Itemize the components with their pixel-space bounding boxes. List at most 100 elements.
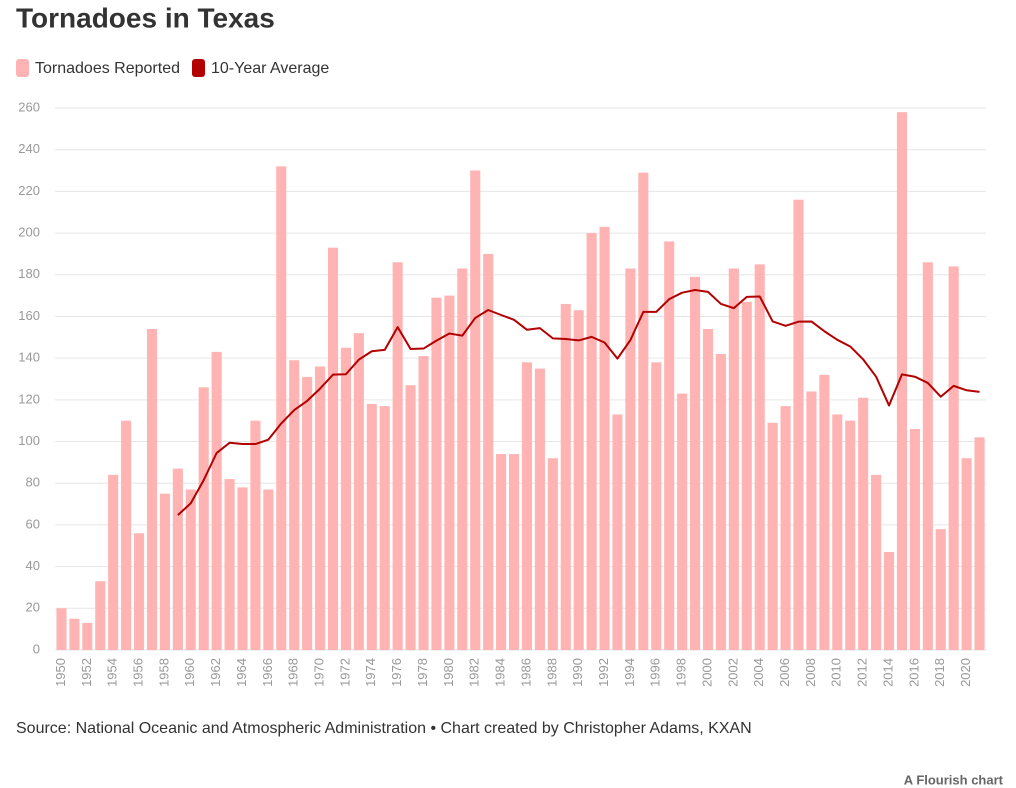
- bar: [961, 458, 972, 650]
- bar: [121, 420, 132, 650]
- x-tick-label: 1952: [79, 658, 94, 687]
- bar: [159, 493, 170, 650]
- bar: [483, 253, 494, 650]
- x-tick-label: 1982: [467, 658, 482, 687]
- bar: [250, 420, 261, 650]
- bar: [418, 356, 429, 650]
- bar: [922, 262, 933, 650]
- bar: [806, 391, 817, 650]
- x-tick-label: 1986: [518, 658, 533, 687]
- bar: [134, 533, 145, 650]
- y-tick-label: 140: [18, 350, 40, 365]
- bar: [651, 362, 662, 650]
- bar: [172, 468, 183, 650]
- bar: [198, 387, 209, 650]
- bar: [56, 608, 67, 650]
- bar: [935, 529, 946, 650]
- x-tick-label: 1988: [544, 658, 559, 687]
- y-tick-label: 0: [33, 641, 40, 656]
- x-tick-label: 1950: [53, 658, 68, 687]
- x-tick-label: 1954: [105, 658, 120, 687]
- bar: [431, 297, 442, 650]
- bar: [69, 618, 80, 650]
- bar: [185, 489, 196, 650]
- y-tick-label: 160: [18, 308, 40, 323]
- bar: [211, 351, 222, 650]
- bar: [677, 393, 688, 650]
- x-tick-label: 2004: [751, 658, 766, 687]
- x-tick-label: 2000: [699, 658, 714, 687]
- bar: [871, 474, 882, 650]
- bar: [521, 362, 533, 650]
- x-tick-label: 2014: [880, 658, 895, 687]
- bar: [909, 429, 920, 650]
- x-tick-label: 2002: [725, 658, 740, 687]
- bar: [534, 368, 545, 650]
- bar: [858, 397, 869, 650]
- y-tick-label: 120: [18, 391, 40, 406]
- bar: [146, 328, 158, 650]
- x-tick-label: 2010: [829, 658, 844, 687]
- x-tick-label: 2008: [803, 658, 818, 687]
- y-tick-label: 20: [26, 600, 40, 615]
- x-tick-label: 1956: [130, 658, 145, 687]
- bar: [289, 360, 300, 650]
- y-tick-label: 100: [18, 433, 40, 448]
- bar: [547, 458, 558, 650]
- source-note: Source: National Oceanic and Atmospheric…: [16, 720, 752, 737]
- bar: [612, 414, 623, 650]
- x-tick-label: 1960: [182, 658, 197, 687]
- bar: [702, 328, 714, 650]
- legend-swatch: [16, 59, 29, 77]
- bar: [690, 276, 701, 650]
- x-tick-label: 1974: [363, 658, 378, 687]
- bar: [625, 268, 636, 650]
- bar: [599, 226, 610, 651]
- bar: [728, 268, 739, 650]
- y-tick-label: 240: [18, 141, 40, 156]
- x-tick-label: 1994: [622, 658, 637, 687]
- bar: [315, 366, 326, 650]
- bar: [444, 295, 455, 650]
- x-tick-label: 1966: [260, 658, 275, 687]
- bar: [263, 489, 274, 650]
- bar: [508, 454, 520, 650]
- x-tick-label: 2020: [958, 658, 973, 687]
- x-tick-label: 1976: [389, 658, 404, 687]
- x-tick-label: 1978: [415, 658, 430, 687]
- x-tick-label: 2006: [777, 658, 792, 687]
- x-tick-label: 1962: [208, 658, 223, 687]
- bar: [276, 166, 287, 650]
- x-tick-label: 2018: [932, 658, 947, 687]
- bar: [496, 454, 507, 650]
- bar: [302, 376, 313, 650]
- bar: [366, 404, 377, 650]
- bar: [392, 262, 403, 650]
- bar: [664, 241, 675, 650]
- x-tick-label: 1958: [156, 658, 171, 687]
- bar: [224, 479, 235, 650]
- bar: [573, 310, 584, 650]
- x-tick-label: 1970: [312, 658, 327, 687]
- bar: [82, 622, 93, 650]
- bar: [741, 301, 752, 650]
- bar: [793, 199, 804, 650]
- x-tick-label: 1968: [286, 658, 301, 687]
- bar: [353, 333, 364, 650]
- x-tick-label: 1996: [648, 658, 663, 687]
- bar: [845, 420, 856, 650]
- x-tick-label: 1998: [674, 658, 689, 687]
- y-tick-label: 200: [18, 225, 40, 240]
- bar: [780, 406, 791, 650]
- y-tick-label: 260: [18, 99, 40, 114]
- average-line: [177, 288, 980, 516]
- bar: [754, 264, 765, 650]
- bar: [715, 353, 726, 650]
- bar: [586, 233, 597, 651]
- bar: [379, 406, 390, 650]
- bar: [108, 474, 119, 650]
- credit[interactable]: A Flourish chart: [904, 772, 1004, 787]
- bar: [327, 247, 339, 650]
- bar: [948, 266, 959, 650]
